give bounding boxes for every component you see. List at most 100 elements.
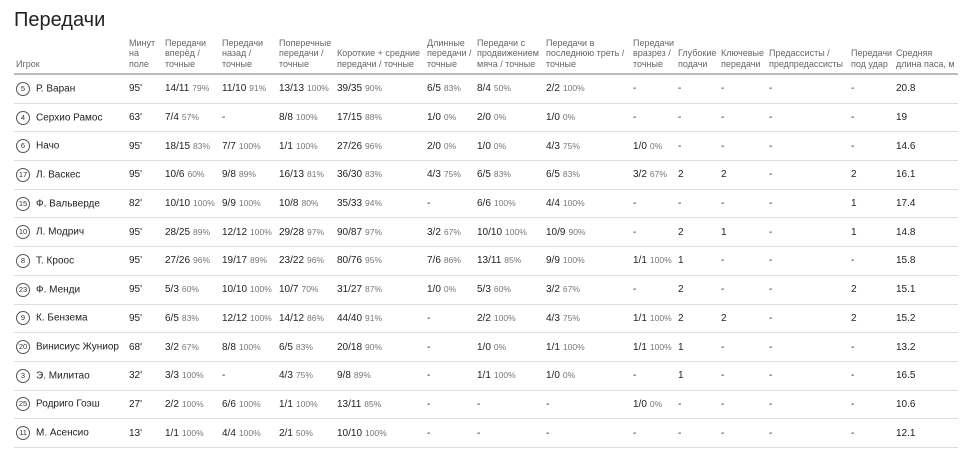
stat-cell: - <box>849 103 894 133</box>
stat-percent: 100% <box>505 226 527 237</box>
minutes: 13' <box>127 418 163 448</box>
stat-percent: 90% <box>365 341 383 352</box>
player-row: 9 К. Бензема 95' 6/5 83% 12/12 100% 14/12 86% 44/… <box>14 304 958 334</box>
stat-cell: 1/1 100% <box>544 332 631 362</box>
stat-cell: 2 <box>719 160 767 190</box>
stat-cell: 10/9 90% <box>544 217 631 248</box>
stat-cell: 2/2 100% <box>163 390 220 420</box>
stat-cell: 5/3 60% <box>475 275 544 305</box>
stat-percent: 75% <box>443 169 461 180</box>
stat-percent: 75% <box>562 312 580 323</box>
stat-cell: 2 <box>719 304 767 334</box>
player-cell: 11 М. Асенсио <box>14 418 127 448</box>
shirt-number: 6 <box>16 139 30 154</box>
stat-cell: 28/25 89% <box>163 217 220 248</box>
stat-cell: - <box>425 189 475 219</box>
stat-cell: 10/10 100% <box>475 217 544 248</box>
stat-cell: 6/5 83% <box>277 332 335 362</box>
stat-cell: 3/3 100% <box>163 361 220 391</box>
stat-value: 1/0 <box>633 140 647 152</box>
shirt-number: 20 <box>16 340 30 355</box>
stat-cell: 2 <box>676 217 719 248</box>
stat-value: 12/12 <box>222 312 248 324</box>
stat-value: 1/1 <box>279 398 293 410</box>
stat-percent: 97% <box>365 226 383 237</box>
stat-cell: 2 <box>849 160 894 190</box>
stat-percent: 100% <box>493 312 516 323</box>
stat-value: 6/5 <box>279 341 293 353</box>
stat-value: 44/40 <box>337 312 363 324</box>
minutes: 27' <box>127 390 163 420</box>
player-cell: 10 Л. Модрич <box>14 217 127 248</box>
stat-value: 28/25 <box>165 226 191 238</box>
stat-value: 2/2 <box>477 312 491 324</box>
stat-cell: - <box>631 418 676 448</box>
player-row: 15 Ф. Вальверде 82' 10/10 100% 9/9 100% 10/8 80%… <box>14 189 958 219</box>
stat-cell: 6/6 100% <box>475 189 544 219</box>
stat-percent: 50% <box>493 83 511 94</box>
stat-value: 14/12 <box>279 312 305 324</box>
stat-value: 39/35 <box>337 83 363 95</box>
stat-percent: 0% <box>493 341 507 352</box>
stat-value: 2/1 <box>279 427 293 439</box>
stat-cell: 13/13 100% <box>277 74 335 104</box>
player-name: Э. Милитао <box>36 370 90 382</box>
stat-cell: - <box>475 418 544 448</box>
stat-percent: 88% <box>365 112 383 123</box>
stat-cell: - <box>676 74 719 104</box>
stat-cell: 7/7 100% <box>220 131 277 162</box>
stat-cell: - <box>767 275 849 305</box>
stat-value: 4/3 <box>546 312 560 324</box>
stat-cell: 13/11 85% <box>335 390 425 420</box>
passes-table: Игрок Минут на поле Передачи вперёд / точн… <box>14 33 958 448</box>
stat-cell: - <box>719 103 767 133</box>
stat-value: 2/0 <box>477 112 491 124</box>
stat-cell: 90/87 97% <box>335 217 425 248</box>
stat-cell: 1 <box>676 246 719 276</box>
stat-cell: 2 <box>676 304 719 334</box>
stat-cell: 12/12 100% <box>220 304 277 334</box>
stat-cell: 3/2 67% <box>163 332 220 362</box>
stat-cell: 44/40 91% <box>335 304 425 334</box>
stat-cell: 1/0 0% <box>425 103 475 133</box>
minutes: 63' <box>127 103 163 133</box>
stat-cell: - <box>631 74 676 104</box>
stat-percent: 87% <box>365 284 383 295</box>
player-row: 10 Л. Модрич 95' 28/25 89% 12/12 100% 29/28 97% 9… <box>14 217 958 248</box>
stat-cell: - <box>631 275 676 305</box>
stat-percent: 90% <box>365 83 383 94</box>
stat-percent: 96% <box>307 255 325 266</box>
player-cell: 20 Винисиус Жуниор <box>14 332 127 362</box>
stat-value: 36/30 <box>337 169 363 181</box>
stat-cell: 31/27 87% <box>335 275 425 305</box>
stat-value: 2/2 <box>546 83 560 95</box>
stat-value: 3/3 <box>165 370 179 382</box>
stat-cell: - <box>719 131 767 162</box>
stat-cell: 19/17 89% <box>220 246 277 276</box>
stat-cell: 10/10 100% <box>220 275 277 305</box>
stat-cell: - <box>631 189 676 219</box>
stat-percent: 75% <box>562 140 580 151</box>
stat-cell: - <box>849 418 894 448</box>
player-cell: 23 Ф. Менди <box>14 275 127 305</box>
stat-cell: - <box>849 131 894 162</box>
stat-value: 1/0 <box>477 140 491 152</box>
stat-value: 1/0 <box>477 341 491 353</box>
stat-cell: 17/15 88% <box>335 103 425 133</box>
stat-percent: 100% <box>562 198 585 209</box>
stat-cell: 9/8 89% <box>220 160 277 190</box>
stat-cell: - <box>767 304 849 334</box>
player-row: 20 Винисиус Жуниор 68' 3/2 67% 8/8 100% 6/5 83% 2… <box>14 332 958 362</box>
stat-value: 8/8 <box>222 341 236 353</box>
stat-value: 1/0 <box>546 112 560 124</box>
stat-percent: 100% <box>649 312 672 323</box>
column-header: Передачи под удар <box>849 33 894 75</box>
stat-cell: 15.8 <box>894 246 958 276</box>
minutes: 95' <box>127 131 163 162</box>
stat-value: 10/9 <box>546 226 566 238</box>
stat-percent: 60% <box>493 284 511 295</box>
stat-cell: 2 <box>849 275 894 305</box>
stat-cell: 16/13 81% <box>277 160 335 190</box>
column-header: Длинные передачи / точные <box>425 33 475 75</box>
stat-value: 13/13 <box>279 83 305 95</box>
